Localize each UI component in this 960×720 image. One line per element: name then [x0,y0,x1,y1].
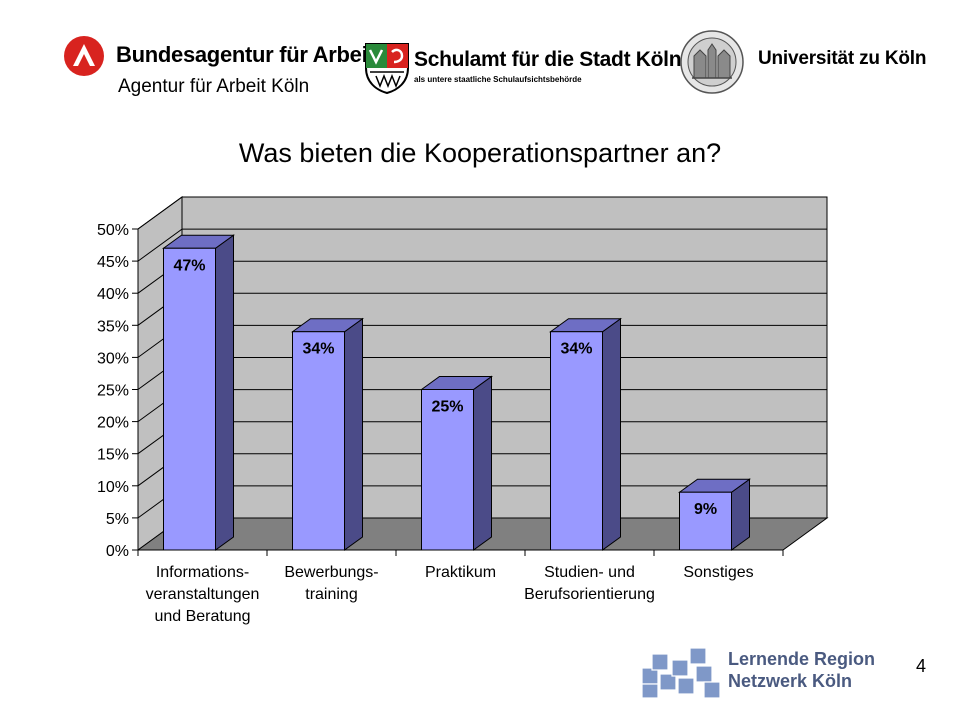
y-tick-label: 40% [97,286,129,303]
y-tick-label: 25% [97,383,129,400]
university-seal-icon [680,30,744,94]
data-label: 47% [173,257,205,274]
data-label: 34% [302,341,334,358]
schulamt-subtitle: als untere staatliche Schulaufsichtsbehö… [414,75,582,84]
bar-side [344,317,363,551]
x-tick-label: Bewerbungs- [284,564,378,581]
bar-side [473,375,492,551]
y-tick-label: 50% [97,222,129,239]
y-tick-label: 10% [97,479,129,496]
y-tick-label: 5% [106,511,129,528]
logo-header: Bundesagentur für Arbeit Agentur für Arb… [0,30,960,100]
university-name: Universität zu Köln [758,48,927,69]
bar [421,389,474,551]
bar-side [602,317,621,551]
bar [550,331,603,551]
page-number: 4 [916,656,927,676]
x-tick-label: Informations- [156,564,249,581]
chart-title: Was bieten die Kooperationspartner an? [238,138,722,168]
arbeitsagentur-logo-icon [64,36,104,76]
x-tick-label: Praktikum [425,564,496,581]
x-tick-label: training [305,586,357,603]
x-tick-label: Studien- und [544,564,635,581]
bar-side [215,234,234,551]
nrw-shield-icon [365,43,409,94]
y-tick-label: 45% [97,254,129,271]
gridline [137,196,827,230]
schulamt-name: Schulamt für die Stadt Köln [414,48,682,71]
lernende-region-wordmark: Lernende Region Netzwerk Köln [728,648,875,692]
ba-subtitle: Agentur für Arbeit Köln [118,76,310,97]
data-label: 9% [694,501,717,518]
ba-name: Bundesagentur für Arbeit [116,42,375,67]
data-label: 25% [431,399,463,416]
logo-line-1: Lernende Region [728,649,876,669]
y-tick-label: 0% [106,543,129,560]
bar [679,491,732,551]
lernende-region-cubes-icon [641,647,721,699]
y-tick-label: 15% [97,447,129,464]
y-tick-label: 35% [97,318,129,335]
bar [292,331,345,551]
x-tick-label: und Beratung [154,608,250,625]
y-tick-label: 20% [97,415,129,432]
x-tick-label: veranstaltungen [146,586,260,603]
bar [163,247,216,551]
x-tick-label: Sonstiges [683,564,753,581]
gridline [137,228,827,262]
data-label: 34% [560,341,592,358]
x-tick-label: Berufsorientierung [524,586,655,603]
y-tick-label: 30% [97,350,129,367]
logo-line-2: Netzwerk Köln [728,671,853,691]
